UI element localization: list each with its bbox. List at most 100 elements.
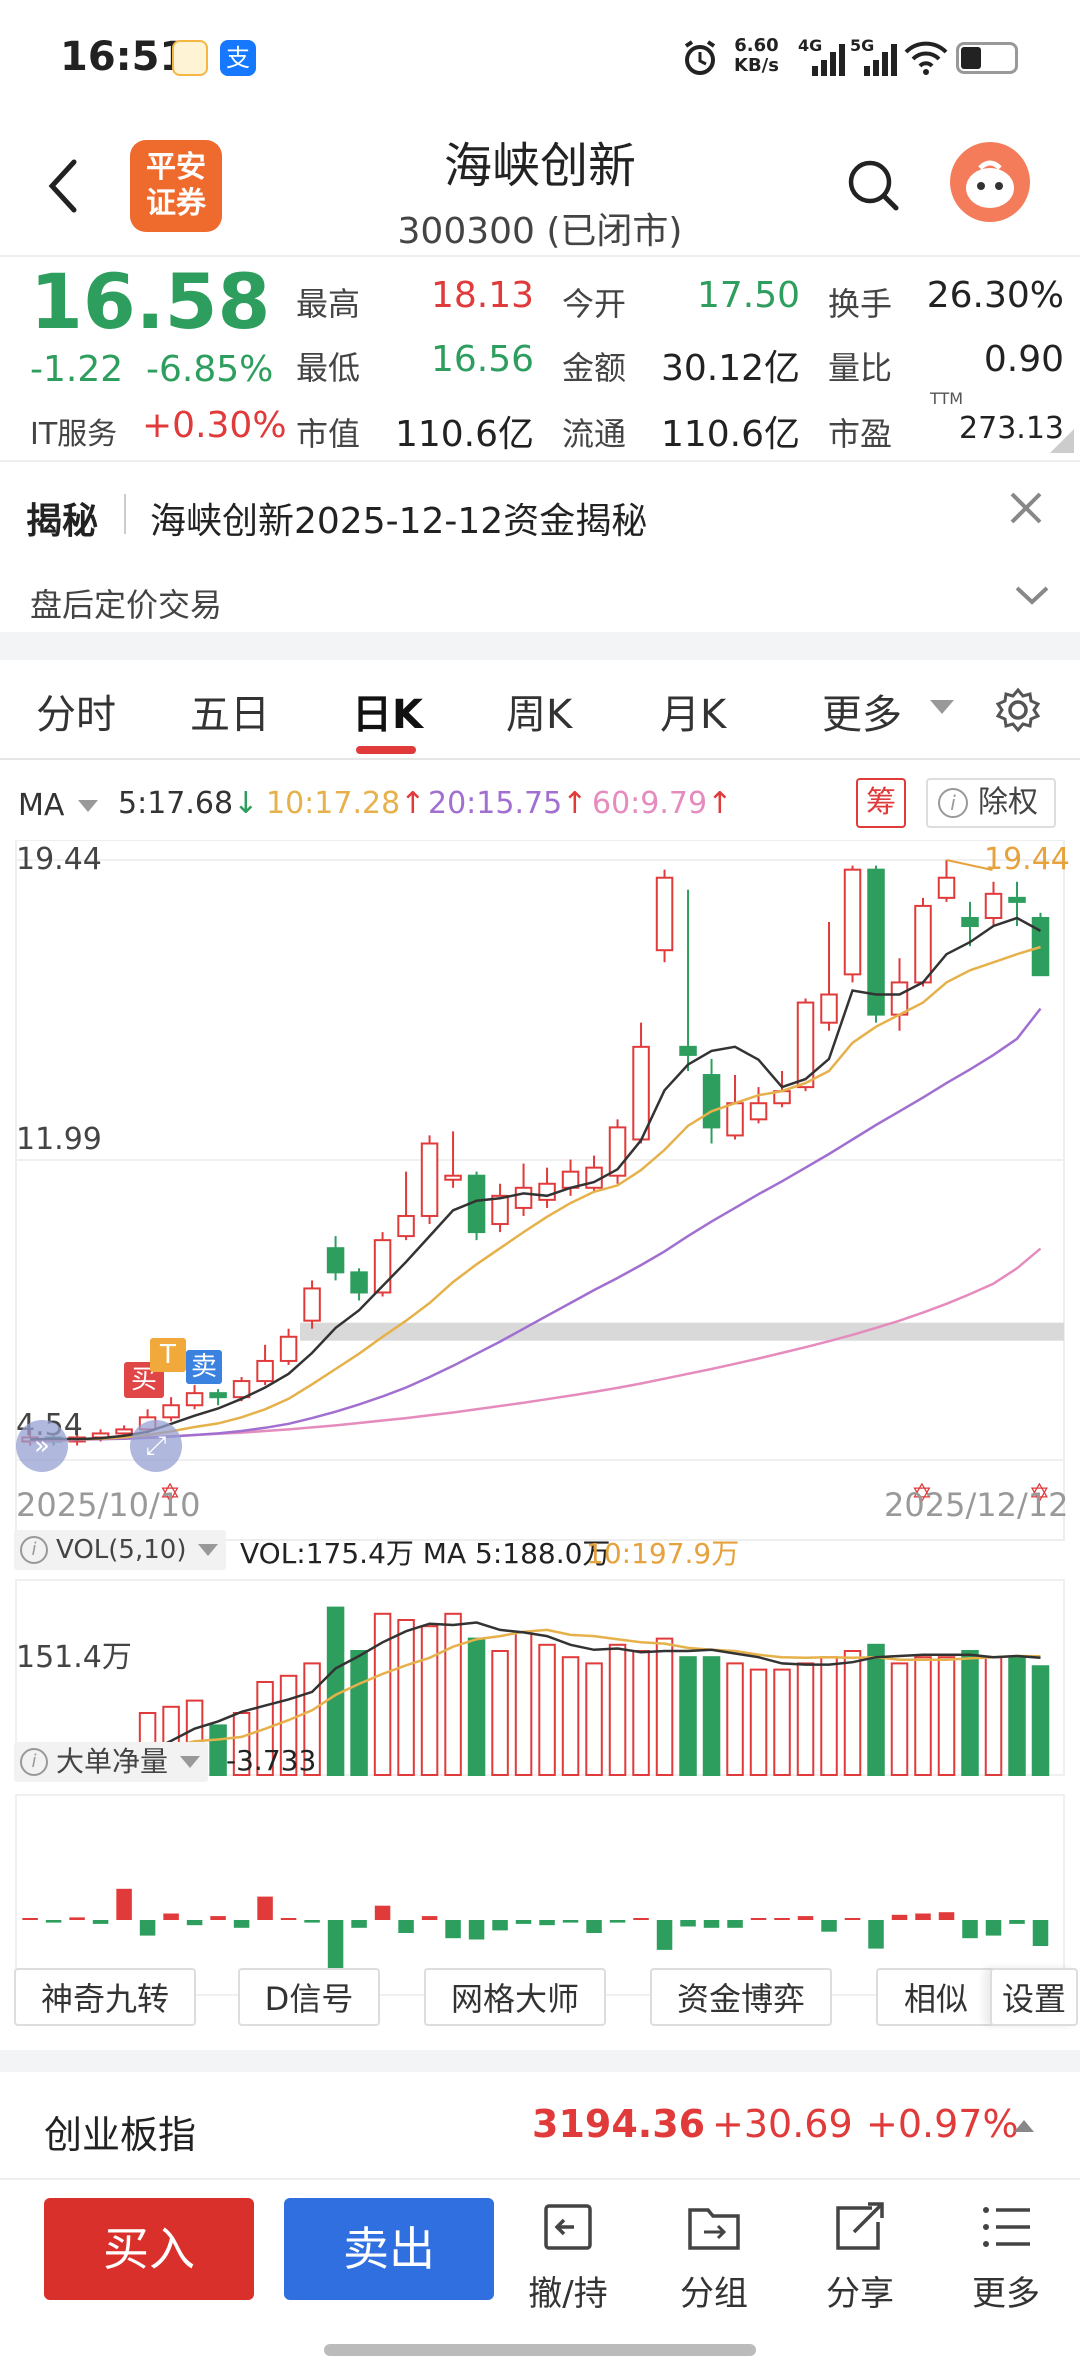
tool-magic-nine[interactable]: 神奇九转 <box>14 1968 196 2026</box>
volume-bar <box>937 1656 956 1777</box>
volume-bar <box>209 1724 227 1777</box>
tab-weekly-k[interactable]: 周K <box>506 692 573 738</box>
ma-dropdown-icon[interactable] <box>78 800 98 812</box>
active-tab-indicator <box>356 746 416 754</box>
tool-similar[interactable]: 相似 <box>876 1968 996 2026</box>
vol-ma10-value: 10:197.9万 <box>586 1537 740 1570</box>
bigorder-bar <box>233 1920 250 1928</box>
cancel-hold-button[interactable]: 撤/持 <box>508 2200 628 2315</box>
tool-grid-master[interactable]: 网格大师 <box>424 1968 606 2026</box>
stock-name: 海峡创新 <box>443 138 636 194</box>
period-tabs: 分时 五日 日K 周K 月K 更多 <box>0 660 1080 760</box>
volume-bar <box>608 1643 627 1776</box>
assistant-avatar[interactable] <box>950 142 1030 222</box>
info-icon: i <box>20 1536 48 1564</box>
search-icon[interactable] <box>846 158 902 218</box>
low-label: 最低 <box>296 349 361 387</box>
y-axis-top-label: 19.44 <box>16 842 102 877</box>
volume-bar <box>796 1662 815 1777</box>
chip-distribution-button[interactable]: 筹 <box>856 778 906 828</box>
logo-line1: 平安 <box>146 150 206 185</box>
sell-button[interactable]: 卖出 <box>284 2198 494 2300</box>
bigorder-bar <box>562 1920 579 1923</box>
ma20-text: 20:15.75 <box>428 786 563 821</box>
bigorder-bar <box>962 1920 978 1939</box>
volume-bar <box>350 1650 368 1776</box>
candle-body <box>350 1271 368 1294</box>
price-change-pct: -6.85% <box>146 349 274 390</box>
buy-button[interactable]: 买入 <box>44 2198 254 2300</box>
event-star-icon: ✡ <box>911 1479 933 1509</box>
bigorder-bar <box>69 1917 85 1920</box>
volume-bar <box>561 1656 580 1777</box>
event-star-icon: ✡ <box>159 1479 181 1509</box>
share-button[interactable]: 分享 <box>800 2200 920 2315</box>
bigorder-indicator-selector[interactable]: i 大单净量 <box>14 1742 209 1782</box>
vol-indicator-selector[interactable]: i VOL(5,10) <box>14 1530 227 1570</box>
fullscreen-icon[interactable]: ⤢ <box>130 1420 182 1472</box>
volume-bar <box>702 1656 721 1777</box>
volume-bar <box>373 1612 392 1776</box>
bigorder-bar <box>257 1896 273 1920</box>
tool-settings[interactable]: 设置 <box>990 1968 1078 2026</box>
chart-area: MA 5:17.68↓ 10:17.28↑ 20:15.75↑ 60:9.79↑… <box>0 760 1080 2050</box>
tab-intraday[interactable]: 分时 <box>36 692 116 738</box>
broker-logo[interactable]: 平安 证券 <box>130 140 222 232</box>
ma10-line <box>30 945 1041 1441</box>
bigorder-bar <box>327 1920 344 1974</box>
volume-bar <box>397 1619 415 1776</box>
volume-bar <box>491 1650 509 1776</box>
bigorder-bar <box>351 1920 367 1928</box>
tab-monthly-k[interactable]: 月K <box>660 692 727 738</box>
amount-value: 30.12亿 <box>660 348 800 389</box>
ma20-value: 20:15.75↑ <box>428 786 587 821</box>
expand-left-icon[interactable]: » <box>16 1420 68 1472</box>
candle-body <box>984 892 1003 919</box>
corner-expand-icon[interactable] <box>1050 429 1074 453</box>
gear-icon[interactable] <box>994 686 1042 738</box>
sell-marker[interactable]: 卖 <box>186 1350 222 1384</box>
amount-label: 金额 <box>562 349 627 387</box>
float-label: 流通 <box>562 415 627 453</box>
chevron-down-icon[interactable] <box>1014 580 1050 614</box>
bigorder-bar <box>374 1905 391 1920</box>
index-ticker[interactable]: 创业板指 3194.36 +30.69 +0.97% <box>0 2072 1080 2180</box>
candle-body <box>279 1335 298 1362</box>
candle-body <box>1031 916 1050 977</box>
volume-bar <box>679 1656 697 1777</box>
tab-more[interactable]: 更多 <box>822 692 902 738</box>
bigorder-bar <box>492 1920 508 1931</box>
volume-bar <box>890 1662 909 1777</box>
bigorder-bar <box>680 1920 696 1927</box>
candle-body <box>209 1392 227 1399</box>
bigorder-bar <box>609 1920 626 1923</box>
close-icon[interactable] <box>1006 488 1046 532</box>
ma-label[interactable]: MA <box>18 788 65 823</box>
index-name: 创业板指 <box>44 2113 197 2157</box>
tab-five-day[interactable]: 五日 <box>190 692 270 738</box>
volume-bar <box>655 1637 674 1776</box>
sector-pct: +0.30% <box>142 405 287 446</box>
volume-bar <box>867 1643 885 1776</box>
ex-rights-label: 除权 <box>978 785 1038 820</box>
tool-d-signal[interactable]: D信号 <box>238 1968 380 2026</box>
sector-name[interactable]: IT服务 <box>30 417 118 452</box>
candle-body <box>961 916 979 928</box>
more-button[interactable]: 更多 <box>946 2200 1066 2315</box>
candle-body <box>185 1392 204 1407</box>
bigorder-bar <box>844 1918 861 1920</box>
status-time: 16:51 <box>60 34 188 80</box>
caret-up-icon[interactable] <box>1014 2120 1034 2132</box>
separator <box>0 2050 1080 2072</box>
back-arrow-icon[interactable] <box>44 156 84 220</box>
tab-daily-k[interactable]: 日K <box>352 692 423 738</box>
t-marker[interactable]: T <box>150 1338 186 1372</box>
after-hours-trade[interactable]: 盘后定价交易 <box>30 586 223 624</box>
ex-rights-button[interactable]: i 除权 <box>926 778 1056 828</box>
group-button[interactable]: 分组 <box>654 2200 774 2315</box>
tool-fund-game[interactable]: 资金博弈 <box>650 1968 832 2026</box>
reveal-link[interactable]: 海峡创新2025-12-12资金揭秘 <box>150 501 648 542</box>
volume-bar <box>820 1656 838 1777</box>
bigorder-bar <box>586 1920 602 1933</box>
candle-body <box>232 1380 251 1399</box>
